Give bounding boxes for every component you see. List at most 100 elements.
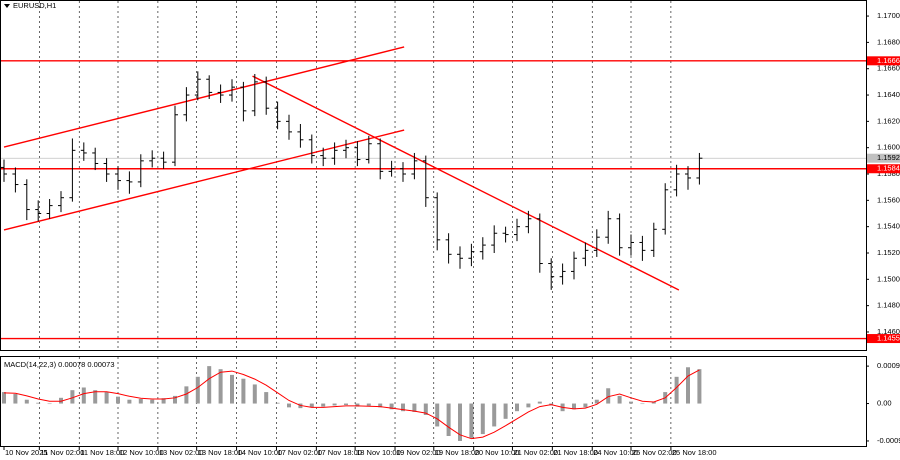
histogram-bar: [697, 369, 702, 404]
y-tick-label: 1.1560: [877, 195, 900, 204]
histogram-bar: [606, 388, 611, 404]
histogram-bar: [127, 399, 132, 404]
histogram-bar: [287, 403, 291, 408]
histogram-bar: [13, 393, 18, 404]
main-pane-frame: [0, 0, 867, 351]
x-tick-label: 19 Nov 02:00: [396, 448, 441, 457]
histogram-bar: [458, 403, 462, 441]
histogram-bar: [503, 403, 508, 419]
histogram-bar: [435, 403, 440, 427]
x-tick-label: 13 Nov 18:00: [198, 448, 243, 457]
trend-line: [3, 129, 405, 231]
y-tick-label: 1.1520: [877, 248, 900, 257]
histogram-bar: [184, 386, 189, 404]
chart-title: EURUSD,H1: [13, 1, 56, 10]
histogram-bar: [138, 398, 143, 404]
y-tick-label: 1.1460: [877, 327, 900, 336]
x-tick-label: 10 Nov 2025: [5, 448, 48, 457]
histogram-bar: [640, 403, 645, 405]
y-tick-label: 1.1480: [877, 301, 900, 310]
y-tick-label: 1.1660: [877, 64, 900, 73]
histogram-bar: [617, 395, 622, 404]
x-tick-label: 12 Nov 10:00: [119, 448, 164, 457]
x-tick-label: 25 Nov 02:00: [632, 448, 677, 457]
histogram-bar: [469, 403, 474, 438]
histogram-bar: [594, 399, 599, 404]
histogram-bar: [366, 403, 371, 406]
x-tick-label: 24 Nov 10:00: [593, 448, 638, 457]
y-tick-label: 1.1500: [877, 274, 900, 283]
x-tick-label: 13 Nov 02:00: [159, 448, 204, 457]
histogram-bar: [264, 392, 269, 404]
indicator-label: MACD(14,22,3) 0.00078 0.00073: [4, 360, 115, 369]
x-tick-label: 21 Nov 18:00: [553, 448, 598, 457]
histogram-bar: [252, 384, 257, 404]
y-tick-label: 0.00: [877, 399, 892, 408]
histogram-bar: [241, 378, 246, 404]
y-tick-label: 1.1700: [877, 11, 900, 20]
x-tick-label: 19 Nov 18:00: [435, 448, 480, 457]
y-tick-label: 1.1680: [877, 37, 900, 46]
histogram-bar: [150, 399, 155, 404]
level-label: 1.1666: [877, 56, 900, 65]
histogram-bar: [412, 403, 417, 412]
histogram-bar: [173, 395, 177, 404]
histogram-bar: [526, 403, 531, 408]
histogram-bar: [59, 397, 63, 404]
y-tick-label: 1.1640: [877, 90, 900, 99]
histogram-bar: [161, 398, 166, 404]
y-tick-label: 0.00098: [877, 361, 900, 370]
x-tick-label: 18 Nov 10:00: [356, 448, 401, 457]
y-tick-label: 1.1580: [877, 169, 900, 178]
histogram-bar: [47, 403, 52, 405]
histogram-bar: [446, 403, 451, 436]
current-price-label: 1.1592: [877, 153, 900, 162]
x-tick-label: 14 Nov 10:00: [238, 448, 283, 457]
histogram-bar: [344, 403, 348, 406]
histogram-bar: [515, 403, 519, 412]
y-tick-label: 1.1620: [877, 116, 900, 125]
histogram-bar: [218, 369, 223, 404]
histogram-bar: [537, 401, 542, 404]
histogram-bar: [355, 403, 360, 407]
y-tick-label: 1.1540: [877, 222, 900, 231]
level-label: 1.1455: [877, 334, 900, 343]
current-price-box: [867, 153, 900, 163]
histogram-bar: [309, 403, 314, 408]
histogram-bar: [401, 403, 405, 412]
histogram-bar: [81, 387, 86, 404]
histogram-bar: [116, 396, 120, 404]
x-tick-label: 21 Nov 02:00: [513, 448, 558, 457]
x-tick-label: 17 Nov 02:00: [277, 448, 322, 457]
level-label: 1.1584: [877, 164, 900, 173]
histogram-bar: [480, 403, 485, 435]
x-tick-label: 11 Nov 18:00: [80, 448, 124, 457]
histogram-bar: [24, 399, 29, 404]
histogram-bar: [70, 390, 75, 404]
level-label-box: [867, 164, 900, 174]
histogram-bar: [275, 402, 280, 404]
x-tick-label: 20 Nov 10:00: [475, 448, 520, 457]
histogram-bar: [651, 401, 656, 404]
histogram-bar: [93, 390, 98, 404]
histogram-bar: [423, 403, 428, 415]
histogram-bar: [629, 401, 633, 404]
level-label-box: [867, 56, 900, 66]
histogram-bar: [492, 403, 497, 427]
signal-line: [3, 369, 700, 440]
histogram-bar: [332, 403, 337, 406]
level-label-box: [867, 334, 900, 344]
histogram-bar: [389, 403, 394, 410]
histogram-bar: [2, 392, 6, 404]
histogram-bar: [686, 367, 690, 404]
trend-line: [252, 75, 680, 291]
histogram-bar: [321, 403, 326, 407]
histogram-bar: [207, 366, 212, 404]
histogram-bar: [36, 402, 41, 404]
histogram-bar: [583, 403, 588, 408]
histogram-bar: [104, 392, 109, 404]
histogram-bar: [572, 403, 576, 410]
menu-icon[interactable]: [4, 4, 10, 8]
